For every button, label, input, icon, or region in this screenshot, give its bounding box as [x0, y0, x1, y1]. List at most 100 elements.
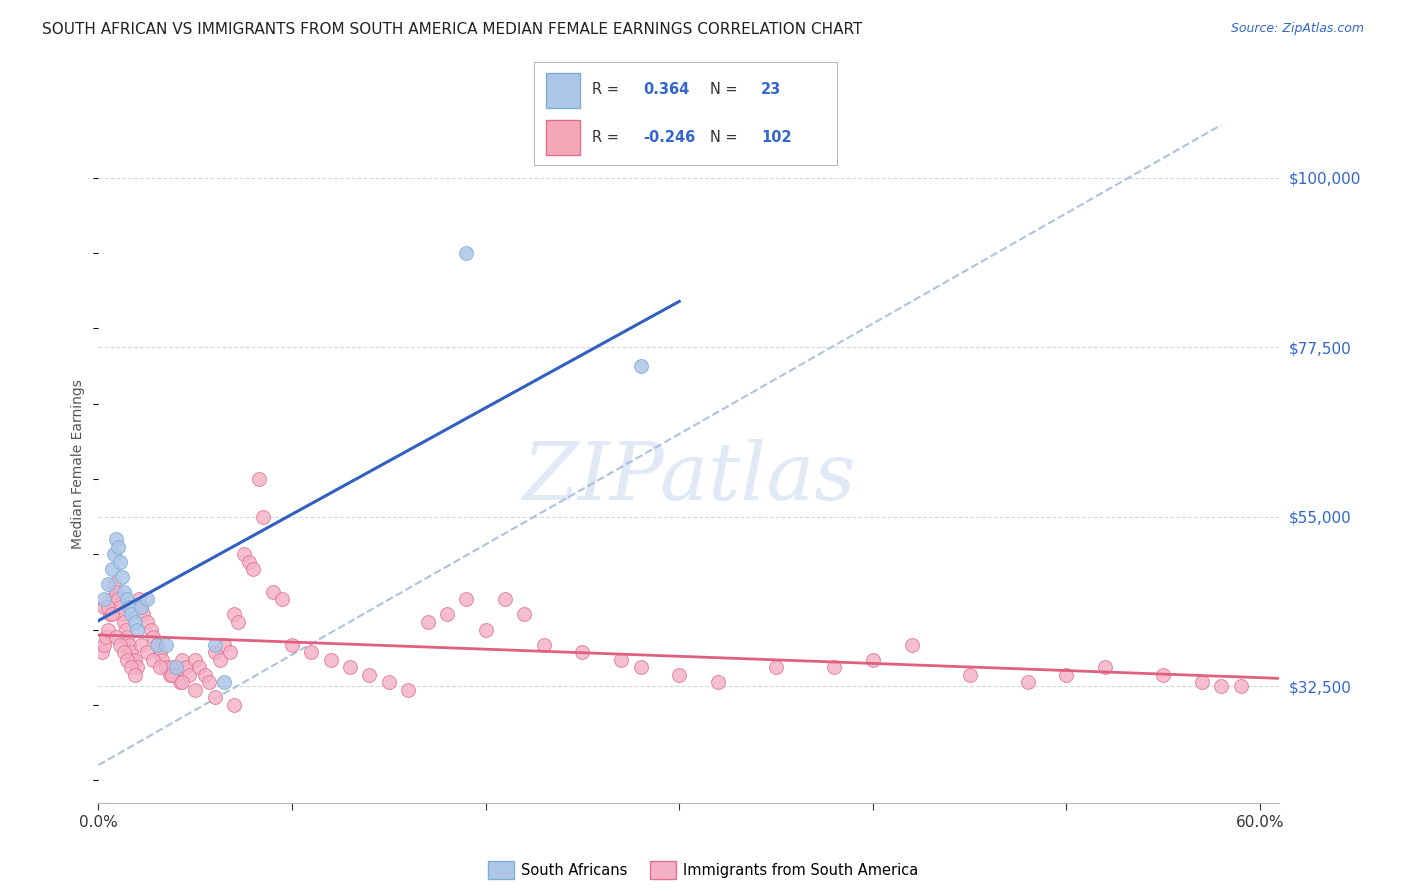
- Point: [474, 623, 496, 637]
- Text: 102: 102: [761, 130, 792, 145]
- FancyBboxPatch shape: [547, 73, 579, 108]
- Point: [359, 667, 381, 681]
- Point: [93, 592, 115, 607]
- Point: [132, 607, 155, 622]
- Text: N =: N =: [710, 130, 737, 145]
- Point: [155, 638, 177, 652]
- Point: [139, 623, 162, 637]
- Point: [862, 653, 884, 667]
- Point: [197, 675, 219, 690]
- Point: [135, 592, 157, 607]
- Point: [339, 660, 361, 674]
- Point: [262, 585, 284, 599]
- Point: [103, 547, 125, 561]
- Point: [91, 645, 114, 659]
- Point: [456, 592, 478, 607]
- Point: [135, 615, 157, 629]
- Point: [1017, 675, 1039, 690]
- Point: [124, 667, 146, 681]
- Point: [900, 638, 922, 652]
- Point: [1056, 667, 1078, 681]
- Point: [1191, 675, 1213, 690]
- Point: [129, 638, 152, 652]
- Point: [1152, 667, 1174, 681]
- Point: [222, 698, 245, 712]
- Text: 0.364: 0.364: [643, 81, 689, 96]
- Point: [142, 630, 165, 644]
- Point: [117, 653, 139, 667]
- Point: [97, 623, 120, 637]
- Point: [378, 675, 401, 690]
- Point: [97, 577, 120, 591]
- Point: [610, 653, 633, 667]
- Point: [226, 615, 249, 629]
- Point: [101, 592, 124, 607]
- Point: [165, 660, 187, 674]
- Point: [112, 645, 135, 659]
- Point: [135, 645, 157, 659]
- Point: [159, 667, 181, 681]
- Point: [170, 675, 193, 690]
- Point: [101, 562, 124, 576]
- Point: [219, 645, 242, 659]
- Point: [204, 690, 226, 705]
- Point: [124, 653, 146, 667]
- Point: [184, 682, 207, 697]
- Point: [97, 599, 120, 614]
- Point: [707, 675, 730, 690]
- Point: [142, 653, 165, 667]
- Point: [396, 682, 419, 697]
- Text: -0.246: -0.246: [643, 130, 696, 145]
- Point: [149, 660, 172, 674]
- Point: [533, 638, 555, 652]
- Point: [668, 667, 690, 681]
- Point: [145, 638, 167, 652]
- Point: [104, 630, 127, 644]
- Point: [117, 630, 139, 644]
- Point: [204, 638, 226, 652]
- Point: [120, 660, 142, 674]
- Point: [129, 599, 152, 614]
- Point: [188, 660, 211, 674]
- Point: [222, 607, 245, 622]
- Point: [170, 653, 193, 667]
- Point: [319, 653, 342, 667]
- Point: [160, 667, 183, 681]
- Point: [122, 653, 145, 667]
- Point: [101, 607, 124, 622]
- Point: [281, 638, 304, 652]
- Point: [247, 472, 270, 486]
- Point: [214, 675, 236, 690]
- Point: [169, 675, 191, 690]
- Point: [204, 645, 226, 659]
- Point: [150, 653, 173, 667]
- Point: [1094, 660, 1116, 674]
- Legend: South Africans, Immigrants from South America: South Africans, Immigrants from South Am…: [482, 855, 924, 885]
- Point: [104, 532, 127, 546]
- Text: R =: R =: [592, 81, 619, 96]
- Point: [252, 509, 274, 524]
- Y-axis label: Median Female Earnings: Median Female Earnings: [72, 379, 86, 549]
- Point: [1229, 679, 1251, 693]
- Point: [271, 592, 294, 607]
- Point: [127, 623, 149, 637]
- Point: [145, 638, 167, 652]
- Point: [129, 599, 152, 614]
- Point: [299, 645, 322, 659]
- Point: [112, 585, 135, 599]
- Text: SOUTH AFRICAN VS IMMIGRANTS FROM SOUTH AMERICA MEDIAN FEMALE EARNINGS CORRELATIO: SOUTH AFRICAN VS IMMIGRANTS FROM SOUTH A…: [42, 22, 862, 37]
- Point: [513, 607, 536, 622]
- Point: [96, 630, 118, 644]
- Point: [112, 615, 135, 629]
- Point: [494, 592, 516, 607]
- Point: [124, 615, 146, 629]
- Point: [232, 547, 254, 561]
- Point: [823, 660, 845, 674]
- Point: [155, 660, 177, 674]
- Point: [209, 653, 232, 667]
- Text: Source: ZipAtlas.com: Source: ZipAtlas.com: [1230, 22, 1364, 36]
- Point: [160, 660, 183, 674]
- Point: [103, 577, 125, 591]
- Point: [118, 599, 141, 614]
- Point: [571, 645, 593, 659]
